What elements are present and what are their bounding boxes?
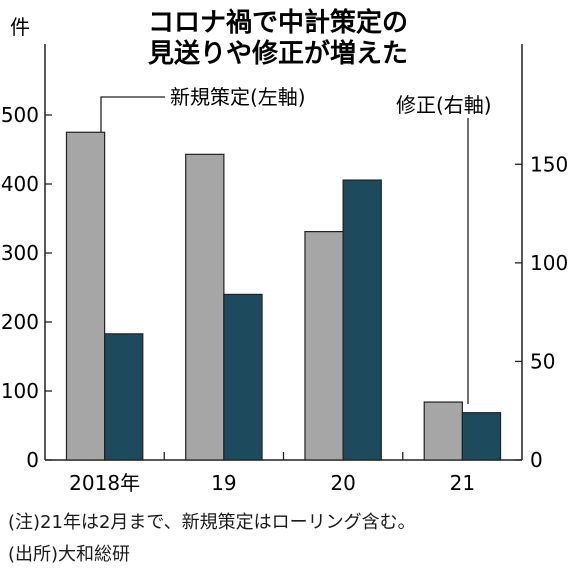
left-axis-unit: 件: [10, 15, 30, 39]
x-axis-ticks: 2018年 19 20 21: [69, 452, 475, 495]
bars: [65, 131, 502, 461]
right-tick-label: 0: [530, 448, 543, 472]
footnote: (注)21年は2月まで、新規策定はローリング含む。: [8, 512, 416, 533]
left-tick-label: 0: [26, 448, 39, 472]
bar-new: [185, 153, 225, 461]
category-label: 21: [450, 471, 475, 495]
bar-new: [65, 131, 106, 461]
left-tick-label: 400: [1, 172, 39, 196]
chart-title-line-2: 見送りや修正が増えた: [148, 38, 408, 69]
right-axis-ticks: 0 50 100 150: [515, 152, 568, 472]
chart: コロナ禍で中計策定の 見送りや修正が増えた 件 0100200300400500…: [1, 7, 568, 495]
left-tick-label: 200: [1, 310, 39, 334]
source-note: (出所)大和総研: [8, 544, 131, 565]
right-tick-label: 150: [530, 152, 568, 176]
left-tick-label: 100: [1, 379, 39, 403]
bar-revision: [342, 179, 382, 461]
category-label: 20: [330, 471, 355, 495]
bar-new: [423, 401, 463, 461]
right-tick-label: 100: [530, 251, 568, 275]
right-tick-label: 50: [530, 349, 555, 373]
left-tick-label: 300: [1, 241, 39, 265]
category-label: 19: [211, 471, 236, 495]
left-tick-label: 500: [1, 103, 39, 127]
legend-label-new: 新規策定(左軸): [170, 85, 306, 109]
bar-revision: [461, 412, 502, 461]
legend-leader-new: [100, 96, 165, 132]
left-axis-ticks: 0 100 200 300 400 500: [1, 103, 52, 472]
bar-new: [304, 231, 344, 461]
legend-label-revision: 修正(右軸): [396, 93, 492, 117]
chart-title-line-1: コロナ禍で中計策定の: [148, 7, 408, 38]
bar-revision: [104, 333, 144, 461]
category-label: 2018年: [69, 471, 140, 495]
bar-revision: [223, 293, 263, 461]
